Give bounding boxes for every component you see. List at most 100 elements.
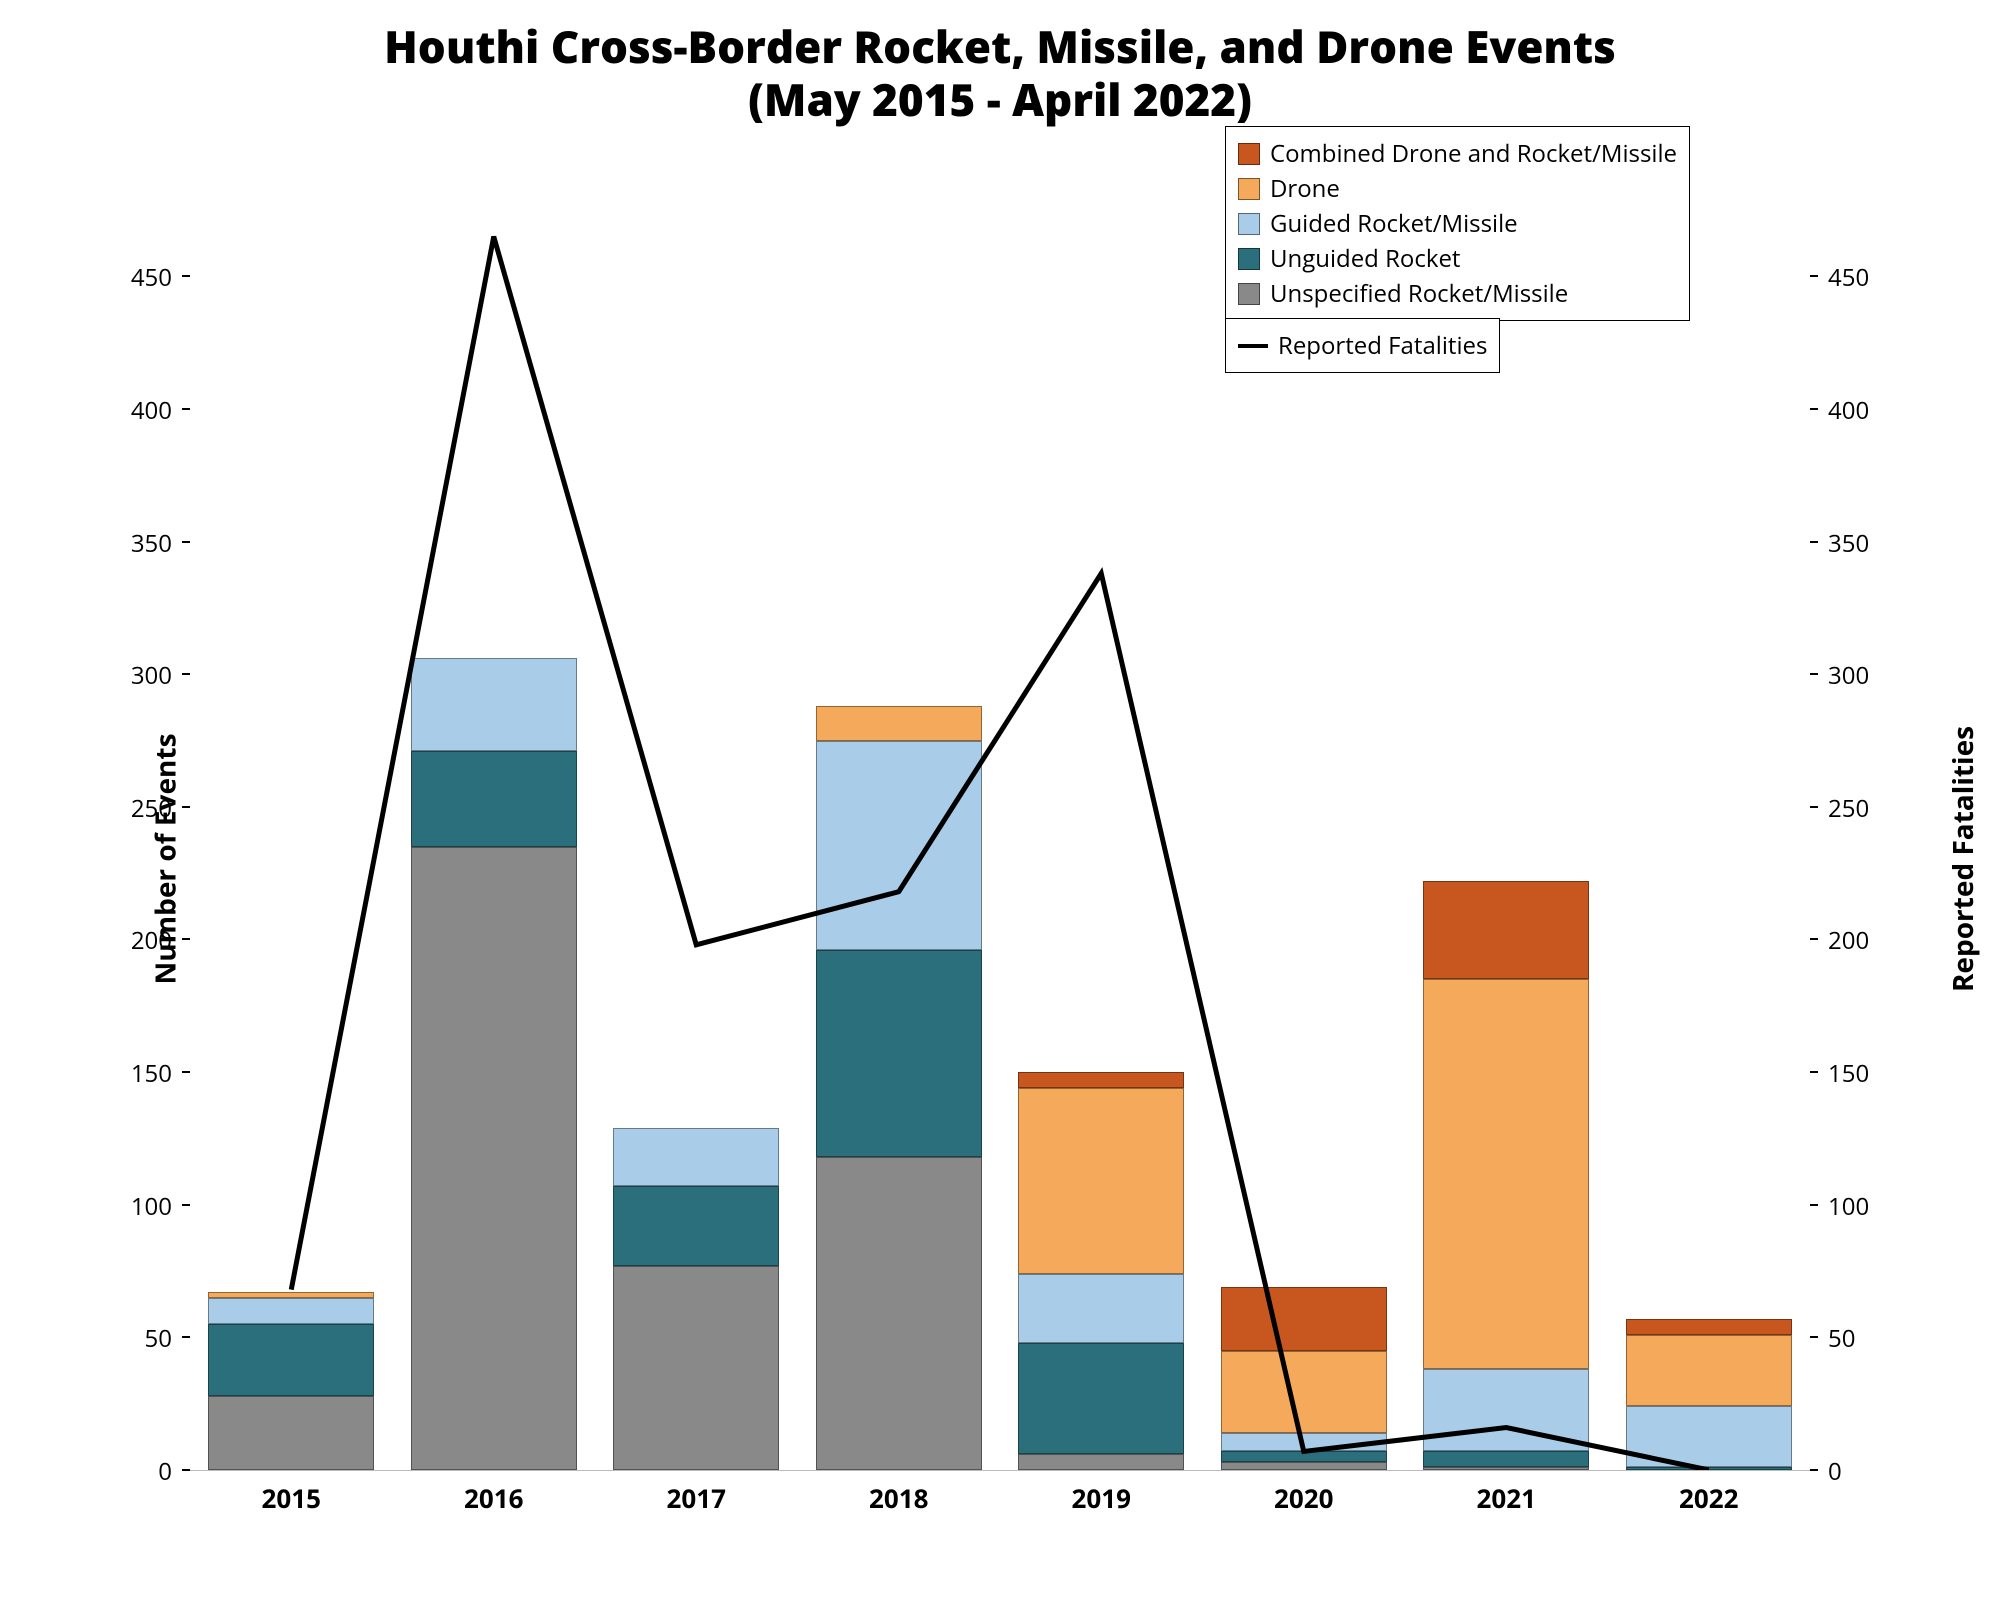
x-tick-label: 2022 xyxy=(1659,1480,1759,1516)
y2-tick-label: 100 xyxy=(1828,1190,1869,1223)
legend-swatch xyxy=(1238,143,1260,165)
y-tick-mark xyxy=(182,1469,190,1471)
legend-series: Combined Drone and Rocket/MissileDroneGu… xyxy=(1225,126,1690,321)
x-tick-label: 2021 xyxy=(1456,1480,1556,1516)
y2-tick-mark xyxy=(1810,1469,1818,1471)
y2-tick-label: 200 xyxy=(1828,924,1869,957)
legend-label: Unguided Rocket xyxy=(1270,242,1461,275)
y-tick-mark xyxy=(182,1204,190,1206)
bar-segment-guided xyxy=(1221,1433,1387,1452)
bar-segment-guided xyxy=(816,741,982,951)
y2-tick-mark xyxy=(1810,275,1818,277)
legend-label: Combined Drone and Rocket/Missile xyxy=(1270,137,1677,170)
y-axis-label: Number of Events xyxy=(147,734,185,985)
bar-segment-guided xyxy=(1423,1369,1589,1451)
y2-tick-mark xyxy=(1810,938,1818,940)
legend-line: Reported Fatalities xyxy=(1225,318,1500,373)
y2-tick-mark xyxy=(1810,1336,1818,1338)
legend-line-label: Reported Fatalities xyxy=(1278,329,1487,362)
bar-segment-unguided xyxy=(1423,1451,1589,1467)
plot-area: 0501001502002503003504004500501001502002… xyxy=(190,210,1810,1470)
y-tick-mark xyxy=(182,1071,190,1073)
bar-segment-combined xyxy=(1221,1287,1387,1351)
bar-segment-guided xyxy=(1626,1406,1792,1467)
chart-title-line2: (May 2015 - April 2022) xyxy=(20,73,1980,126)
legend-row-drone: Drone xyxy=(1238,172,1677,205)
legend-row-guided: Guided Rocket/Missile xyxy=(1238,207,1677,240)
legend-swatch xyxy=(1238,248,1260,270)
y-tick-label: 300 xyxy=(131,659,172,692)
bar-segment-guided xyxy=(208,1298,374,1325)
bar-segment-drone xyxy=(1018,1088,1184,1274)
y-tick-label: 100 xyxy=(131,1190,172,1223)
y2-tick-label: 0 xyxy=(1828,1455,1842,1488)
legend-label: Guided Rocket/Missile xyxy=(1270,207,1518,240)
y2-tick-mark xyxy=(1810,541,1818,543)
legend-swatch xyxy=(1238,178,1260,200)
y2-axis-label: Reported Fatalities xyxy=(1944,726,1982,992)
bar-segment-guided xyxy=(1018,1274,1184,1343)
y-tick-mark xyxy=(182,673,190,675)
chart-title: Houthi Cross-Border Rocket, Missile, and… xyxy=(20,20,1980,126)
bar-segment-drone xyxy=(208,1292,374,1297)
legend-line-swatch xyxy=(1238,344,1268,348)
x-tick-label: 2016 xyxy=(444,1480,544,1516)
bar-segment-unspecified xyxy=(208,1396,374,1470)
x-tick-label: 2018 xyxy=(849,1480,949,1516)
y2-tick-label: 300 xyxy=(1828,659,1869,692)
chart-title-line1: Houthi Cross-Border Rocket, Missile, and… xyxy=(20,20,1980,73)
y-tick-label: 400 xyxy=(131,394,172,427)
x-tick-label: 2020 xyxy=(1254,1480,1354,1516)
y2-tick-label: 350 xyxy=(1828,527,1869,560)
bar-segment-drone xyxy=(1221,1351,1387,1433)
bar-segment-unguided xyxy=(816,950,982,1157)
y2-tick-mark xyxy=(1810,673,1818,675)
legend-swatch xyxy=(1238,283,1260,305)
legend-row-unguided: Unguided Rocket xyxy=(1238,242,1677,275)
bar-segment-combined xyxy=(1626,1319,1792,1335)
y-tick-label: 150 xyxy=(131,1057,172,1090)
bar-segment-unspecified xyxy=(1018,1454,1184,1470)
legend-label: Unspecified Rocket/Missile xyxy=(1270,277,1568,310)
legend-swatch xyxy=(1238,213,1260,235)
bar-segment-unspecified xyxy=(411,847,577,1470)
y-tick-label: 0 xyxy=(158,1455,172,1488)
bar-segment-combined xyxy=(1423,881,1589,979)
y2-tick-mark xyxy=(1810,1071,1818,1073)
y2-tick-label: 50 xyxy=(1828,1322,1855,1355)
bar-segment-unspecified xyxy=(816,1157,982,1470)
bar-segment-unspecified xyxy=(1221,1462,1387,1470)
y2-tick-mark xyxy=(1810,806,1818,808)
bar-segment-unguided xyxy=(411,751,577,846)
bar-segment-drone xyxy=(1423,979,1589,1369)
y-tick-label: 350 xyxy=(131,527,172,560)
bar-segment-unguided xyxy=(1018,1343,1184,1454)
bar-segment-unguided xyxy=(613,1186,779,1266)
bar-segment-guided xyxy=(613,1128,779,1186)
y2-tick-mark xyxy=(1810,408,1818,410)
y-tick-label: 50 xyxy=(145,1322,172,1355)
chart-container: Houthi Cross-Border Rocket, Missile, and… xyxy=(20,20,1980,1580)
legend-label: Drone xyxy=(1270,172,1340,205)
y-tick-mark xyxy=(182,1336,190,1338)
bar-segment-drone xyxy=(1626,1335,1792,1407)
bar-segment-unguided xyxy=(1221,1451,1387,1462)
y2-tick-label: 400 xyxy=(1828,394,1869,427)
x-tick-label: 2015 xyxy=(241,1480,341,1516)
y2-tick-label: 450 xyxy=(1828,261,1869,294)
bar-segment-unspecified xyxy=(613,1266,779,1470)
y2-tick-mark xyxy=(1810,1204,1818,1206)
legend-row-unspecified: Unspecified Rocket/Missile xyxy=(1238,277,1677,310)
y-tick-mark xyxy=(182,275,190,277)
x-tick-label: 2017 xyxy=(646,1480,746,1516)
y2-tick-label: 250 xyxy=(1828,792,1869,825)
legend-row-combined: Combined Drone and Rocket/Missile xyxy=(1238,137,1677,170)
bar-segment-unguided xyxy=(208,1324,374,1396)
bar-segment-drone xyxy=(816,706,982,740)
bar-segment-combined xyxy=(1018,1072,1184,1088)
y-tick-label: 450 xyxy=(131,261,172,294)
baseline xyxy=(190,1470,1810,1471)
y2-tick-label: 150 xyxy=(1828,1057,1869,1090)
legend-row-line: Reported Fatalities xyxy=(1238,329,1487,362)
x-tick-label: 2019 xyxy=(1051,1480,1151,1516)
